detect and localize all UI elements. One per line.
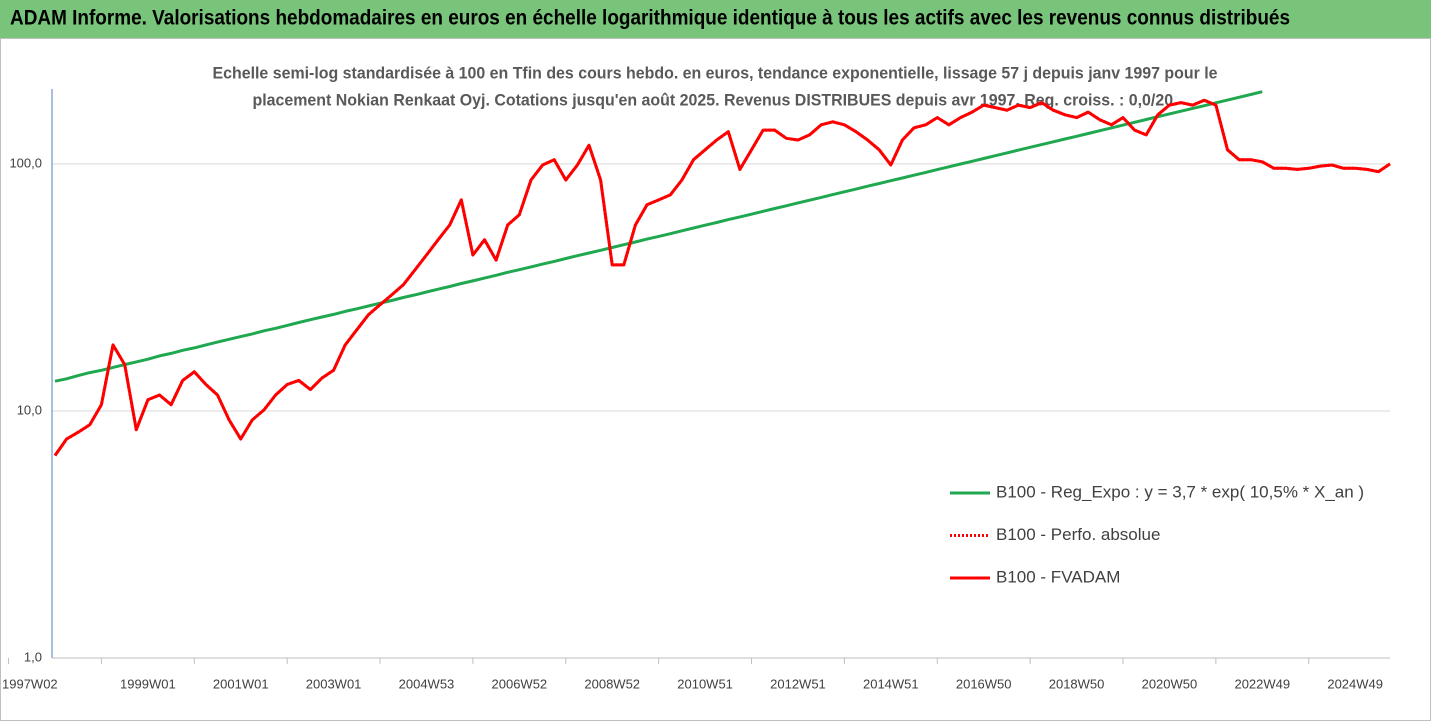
chart-subtitle: Echelle semi-log standardisée à 100 en T… <box>213 63 1218 82</box>
x-tick-label: 2008W52 <box>584 676 640 691</box>
title-banner <box>0 0 1431 38</box>
chart-subtitle: placement Nokian Renkaat Oyj. Cotations … <box>253 90 1178 109</box>
x-tick-label: 2010W51 <box>677 676 733 691</box>
series-line <box>53 98 1391 457</box>
legend-label: B100 - FVADAM <box>996 567 1120 586</box>
x-tick-label: 2018W50 <box>1049 676 1105 691</box>
x-tick-label: 2016W50 <box>956 676 1012 691</box>
x-tick-label: 2022W49 <box>1234 676 1290 691</box>
x-tick-label: 2020W50 <box>1142 676 1198 691</box>
x-tick-label: 1999W01 <box>120 676 176 691</box>
x-tick-label: 2001W01 <box>213 676 269 691</box>
y-tick-label: 100,0 <box>9 155 42 170</box>
chart-frame <box>0 38 1431 721</box>
x-tick-label: 2012W51 <box>770 676 826 691</box>
x-tick-label: 2024W49 <box>1327 676 1383 691</box>
x-tick-label: 2004W53 <box>399 676 455 691</box>
y-tick-label: 10,0 <box>17 402 42 417</box>
y-tick-label: 1,0 <box>24 649 42 664</box>
x-tick-label: 2003W01 <box>306 676 362 691</box>
x-tick-label: 1997W02 <box>2 676 58 691</box>
series-line <box>54 90 1263 383</box>
legend-label: B100 - Reg_Expo : y = 3,7 * exp( 10,5% *… <box>996 482 1364 501</box>
legend-label: B100 - Perfo. absolue <box>996 525 1160 544</box>
x-tick-label: 2006W52 <box>492 676 548 691</box>
chart-title: ADAM Informe. Valorisations hebdomadaire… <box>10 7 1290 30</box>
x-tick-label: 2014W51 <box>863 676 919 691</box>
